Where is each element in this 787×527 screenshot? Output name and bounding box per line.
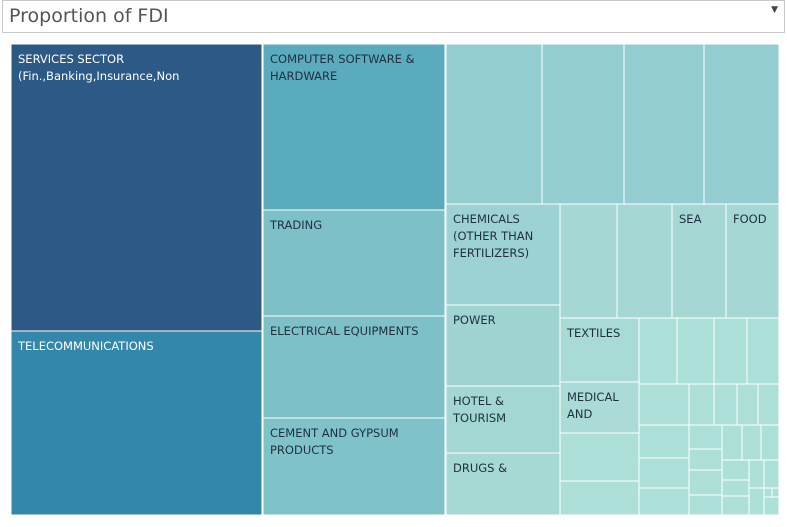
treemap-tile-minor[interactable] bbox=[746, 317, 780, 385]
treemap-tile-label: (Fin.,Banking,Insurance,Non bbox=[18, 69, 179, 83]
treemap-tile-minor[interactable] bbox=[736, 383, 759, 426]
treemap-tile[interactable] bbox=[262, 209, 446, 317]
treemap-tile[interactable] bbox=[616, 203, 673, 319]
treemap-tile[interactable] bbox=[445, 203, 561, 306]
treemap-tile[interactable] bbox=[671, 203, 727, 319]
treemap-tile-minor[interactable] bbox=[721, 424, 743, 461]
treemap-tile-label: CEMENT AND GYPSUM bbox=[270, 426, 399, 440]
treemap-tile-minor[interactable] bbox=[721, 495, 750, 516]
treemap-tile-label: TOURISM bbox=[452, 411, 506, 425]
treemap-tile-minor[interactable] bbox=[763, 459, 780, 489]
treemap-tile-minor[interactable] bbox=[688, 424, 723, 450]
treemap-tile-minor[interactable] bbox=[748, 487, 765, 516]
treemap-tile-label: HOTEL & bbox=[453, 394, 504, 408]
treemap-tiles: SERVICES SECTOR (Fin.,Banking,Insurance,N… bbox=[10, 43, 780, 516]
treemap-tile-minor[interactable] bbox=[771, 487, 780, 498]
treemap-tile-minor[interactable] bbox=[713, 383, 738, 426]
treemap-tile[interactable] bbox=[541, 43, 625, 205]
treemap-tile-minor[interactable] bbox=[676, 317, 715, 385]
treemap-tile-label: COMPUTER SOFTWARE & bbox=[270, 52, 415, 66]
treemap-tile[interactable] bbox=[10, 330, 263, 516]
treemap-tile-minor[interactable] bbox=[721, 479, 750, 497]
sheet-title-bar[interactable]: Proportion of FDI ▼ bbox=[2, 0, 785, 33]
treemap-tile-label: CHEMICALS bbox=[453, 212, 520, 226]
treemap-tile-minor[interactable] bbox=[760, 424, 780, 461]
treemap-tile-minor[interactable] bbox=[638, 457, 690, 489]
treemap-tile-minor[interactable] bbox=[688, 469, 723, 496]
treemap-tile-minor[interactable] bbox=[559, 432, 640, 482]
treemap-tile-label: SEA bbox=[679, 212, 702, 226]
treemap-tile-minor[interactable] bbox=[763, 487, 773, 498]
treemap-tile-minor[interactable] bbox=[721, 459, 750, 481]
page-title: Proportion of FDI bbox=[9, 5, 169, 27]
treemap-tile-label: TEXTILES bbox=[566, 326, 620, 340]
treemap-tile-minor[interactable] bbox=[688, 448, 723, 471]
treemap-tile[interactable] bbox=[559, 381, 640, 434]
treemap-tile[interactable] bbox=[445, 43, 543, 205]
treemap-tile-label: PRODUCTS bbox=[270, 443, 334, 457]
treemap-tile[interactable] bbox=[623, 43, 705, 205]
treemap-tile-label: HARDWARE bbox=[270, 69, 337, 83]
caret-down-icon[interactable]: ▼ bbox=[771, 5, 778, 15]
treemap-tile-minor[interactable] bbox=[741, 424, 762, 461]
treemap-tile-minor[interactable] bbox=[688, 383, 715, 426]
treemap-tile-label: SERVICES SECTOR bbox=[18, 52, 124, 66]
treemap-tile-minor[interactable] bbox=[638, 317, 678, 385]
treemap-tile-label: ELECTRICAL EQUIPMENTS bbox=[270, 324, 419, 338]
treemap-tile[interactable] bbox=[703, 43, 780, 205]
treemap-tile-minor[interactable] bbox=[638, 487, 690, 516]
treemap-tile-label: FOOD bbox=[733, 212, 767, 226]
treemap-tile[interactable] bbox=[262, 43, 446, 211]
treemap-tile[interactable] bbox=[262, 417, 446, 516]
treemap-tile-label: (OTHER THAN bbox=[453, 229, 533, 243]
treemap-tile[interactable] bbox=[445, 452, 561, 516]
treemap-tile-label: FERTILIZERS) bbox=[453, 246, 529, 260]
treemap-tile-label: TELECOMMUNICATIONS bbox=[17, 339, 154, 353]
treemap-tile[interactable] bbox=[559, 317, 640, 383]
treemap-tile-minor[interactable] bbox=[763, 496, 780, 516]
treemap-tile-label: POWER bbox=[453, 313, 496, 327]
treemap-tile-label: TRADING bbox=[269, 218, 322, 232]
treemap-tile[interactable] bbox=[559, 203, 618, 319]
treemap-tile[interactable] bbox=[262, 315, 446, 419]
treemap-tile[interactable] bbox=[10, 43, 263, 332]
treemap-tile-minor[interactable] bbox=[748, 459, 765, 489]
treemap-tile-minor[interactable] bbox=[638, 383, 690, 426]
treemap-tile-minor[interactable] bbox=[757, 383, 780, 426]
treemap-tile-label: DRUGS & bbox=[453, 461, 507, 475]
treemap-tile-minor[interactable] bbox=[713, 317, 748, 385]
treemap-tile-minor[interactable] bbox=[688, 494, 723, 516]
treemap-tile[interactable] bbox=[725, 203, 780, 319]
treemap-tile-minor[interactable] bbox=[638, 424, 690, 459]
treemap-tile-minor[interactable] bbox=[559, 480, 640, 516]
treemap-tile-label: MEDICAL bbox=[567, 390, 619, 404]
treemap-tile[interactable] bbox=[445, 304, 561, 387]
treemap-tile-label: AND bbox=[567, 407, 592, 421]
